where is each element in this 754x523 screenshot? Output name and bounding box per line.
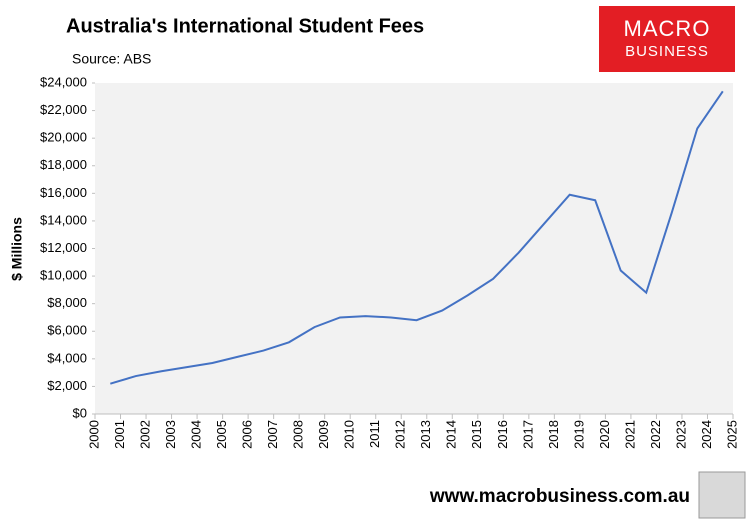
y-tick-label: $0 (73, 405, 87, 420)
plot-area (95, 83, 733, 414)
x-tick-label: 2010 (342, 420, 357, 449)
y-tick-label: $8,000 (47, 295, 87, 310)
x-tick-label: 2024 (699, 420, 714, 449)
y-tick-label: $6,000 (47, 323, 87, 338)
y-tick-label: $10,000 (40, 268, 87, 283)
chart-title: Australia's International Student Fees (66, 15, 424, 37)
x-tick-label: 2007 (265, 420, 280, 449)
x-tick-label: 2009 (316, 420, 331, 449)
y-axis-label: $ Millions (9, 217, 25, 281)
footer: www.macrobusiness.com.au (429, 486, 690, 507)
y-tick-label: $22,000 (40, 102, 87, 117)
x-tick-label: 2003 (163, 420, 178, 449)
x-tick-label: 2019 (571, 420, 586, 449)
x-tick-label: 2021 (622, 420, 637, 449)
chart-subtitle: Source: ABS (72, 51, 151, 67)
x-tick-label: 2013 (418, 420, 433, 449)
x-tick-label: 2002 (137, 420, 152, 449)
x-tick-label: 2023 (673, 420, 688, 449)
x-tick-label: 2001 (112, 420, 127, 449)
x-tick-label: 2025 (724, 420, 739, 449)
x-tick-label: 2000 (86, 420, 101, 449)
x-tick-label: 2011 (367, 420, 382, 448)
x-tick-label: 2022 (648, 420, 663, 449)
x-tick-label: 2016 (495, 420, 510, 449)
y-tick-label: $24,000 (40, 74, 87, 89)
x-tick-label: 2005 (214, 420, 229, 449)
x-tick-label: 2012 (393, 420, 408, 449)
x-tick-label: 2006 (240, 420, 255, 449)
logo-text: MACRO (624, 16, 711, 41)
y-tick-label: $12,000 (40, 240, 87, 255)
x-tick-label: 2008 (291, 420, 306, 449)
y-tick-label: $16,000 (40, 185, 87, 200)
y-tick-label: $20,000 (40, 130, 87, 145)
x-tick-label: 2015 (469, 420, 484, 449)
y-tick-label: $14,000 (40, 212, 87, 227)
logo-box (599, 6, 735, 72)
y-tick-label: $2,000 (47, 378, 87, 393)
mascot-icon (698, 471, 746, 519)
x-tick-label: 2017 (520, 420, 535, 449)
y-tick-label: $18,000 (40, 157, 87, 172)
logo-text: BUSINESS (625, 43, 709, 60)
line-series (110, 90, 724, 385)
x-tick-label: 2004 (189, 420, 204, 449)
x-tick-label: 2020 (597, 420, 612, 449)
x-tick-label: 2014 (444, 420, 459, 449)
x-tick-label: 2018 (546, 420, 561, 449)
y-tick-label: $4,000 (47, 350, 87, 365)
